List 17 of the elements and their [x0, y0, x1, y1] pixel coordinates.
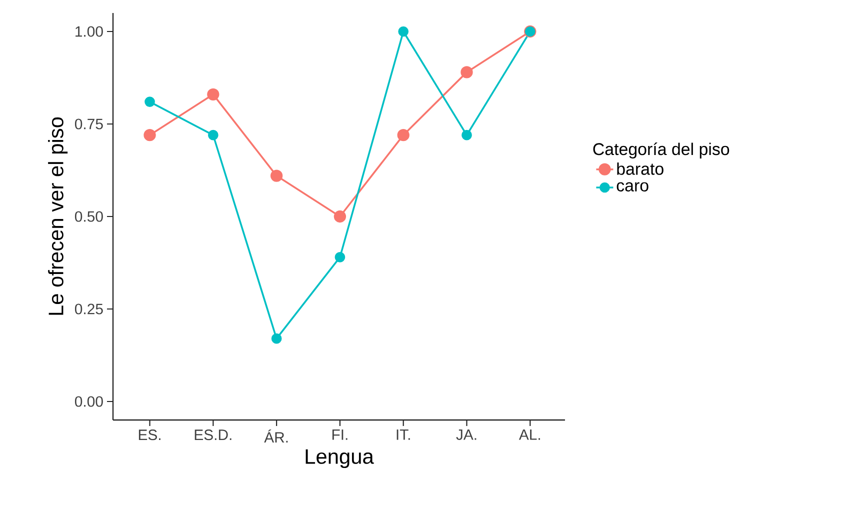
y-tick-label: 0.00	[74, 396, 103, 407]
y-tick-label: 0.75	[74, 118, 103, 130]
legend-title: Categoría del piso	[593, 142, 730, 158]
y-tick-label: 0.50	[74, 211, 103, 222]
y-axis-title: Le ofrecen ver el piso	[48, 117, 68, 315]
x-tick-label: ÁR.	[264, 430, 288, 442]
y-tick-label: 0.25	[74, 304, 103, 314]
x-tick-label: AL.	[518, 430, 540, 440]
x-axis-title: Lengua	[306, 449, 374, 468]
x-tick-label: ES.D.	[194, 430, 232, 440]
y-tick-label: 1.00	[76, 26, 103, 37]
x-tick-label: IT.	[396, 430, 410, 440]
x-tick-label: ES.	[138, 430, 160, 440]
x-tick-label: FI.	[332, 430, 348, 440]
x-tick-label: JA.	[456, 430, 476, 440]
legend-label: caro	[616, 182, 648, 192]
legend-label: barato	[617, 162, 664, 175]
